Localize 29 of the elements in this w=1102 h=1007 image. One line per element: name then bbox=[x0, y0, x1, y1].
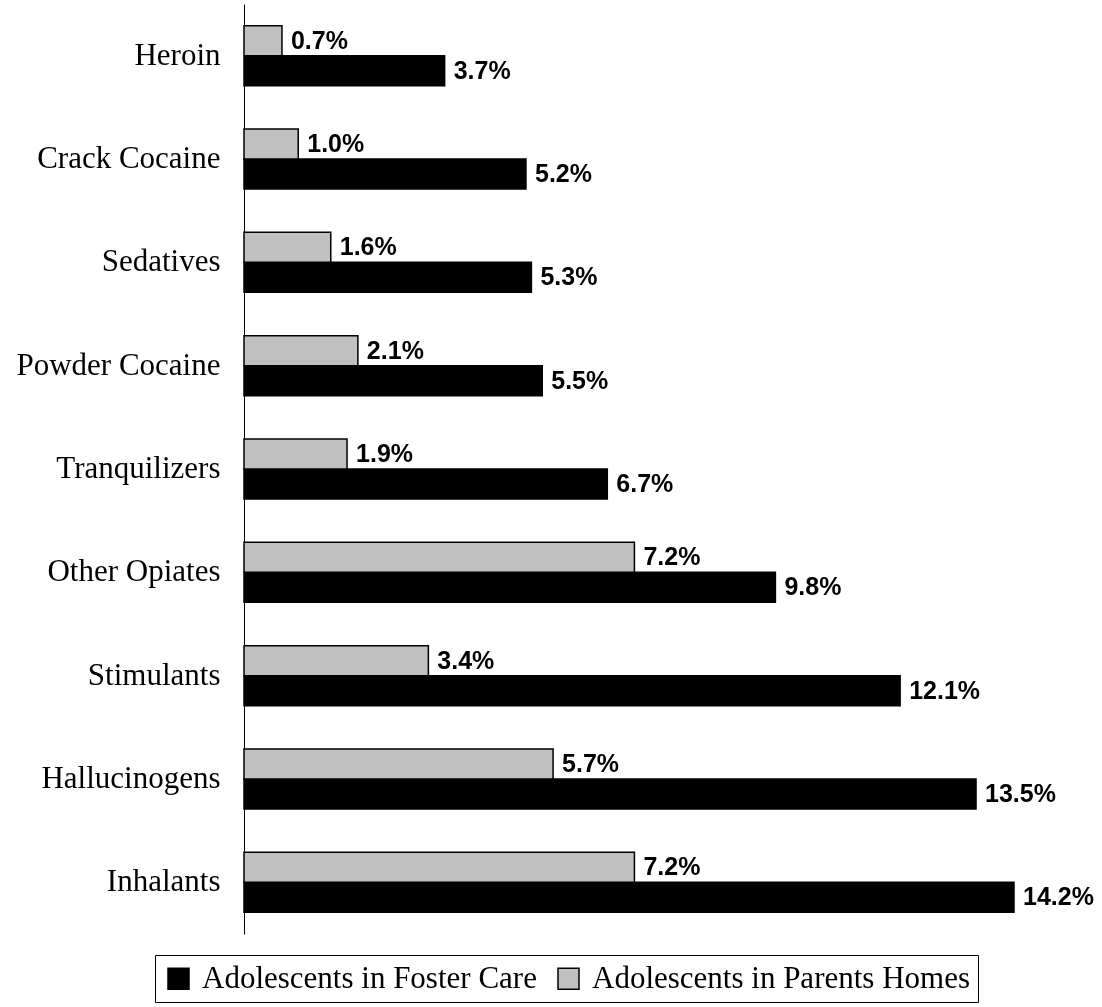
data-label: 1.9% bbox=[356, 439, 414, 468]
data-label: 1.6% bbox=[339, 232, 397, 261]
y-tick-label: Sedatives bbox=[101, 243, 221, 279]
data-label: 5.2% bbox=[534, 158, 592, 187]
y-tick-label: Crack Cocaine bbox=[37, 140, 221, 175]
data-label: 9.8% bbox=[784, 572, 842, 601]
y-tick-label: Hallucinogens bbox=[41, 760, 221, 795]
data-label: 5.3% bbox=[540, 262, 598, 291]
y-tick-label: Tranquilizers bbox=[56, 450, 221, 485]
y-tick-label: Inhalants bbox=[106, 863, 221, 899]
data-label: 13.5% bbox=[985, 778, 1056, 807]
data-label: 1.0% bbox=[307, 129, 365, 158]
data-label: 3.4% bbox=[437, 645, 495, 674]
data-label: 5.5% bbox=[551, 365, 609, 394]
y-tick-label: Other Opiates bbox=[47, 553, 221, 589]
legend-label: Adolescents in Foster Care bbox=[202, 959, 537, 995]
legend-label: Adolescents in Parents Homes bbox=[592, 959, 970, 995]
y-tick-label: Stimulants bbox=[87, 656, 221, 692]
y-tick-label: Heroin bbox=[134, 36, 221, 72]
y-tick-label: Powder Cocaine bbox=[16, 346, 221, 382]
data-label: 12.1% bbox=[909, 675, 981, 704]
data-label: 0.7% bbox=[290, 25, 348, 54]
data-label: 6.7% bbox=[616, 468, 674, 497]
data-label: 5.7% bbox=[562, 749, 620, 778]
data-label: 7.2% bbox=[643, 852, 701, 881]
data-label: 3.7% bbox=[453, 55, 511, 84]
data-label: 14.2% bbox=[1023, 882, 1094, 911]
data-label: 2.1% bbox=[366, 335, 424, 364]
data-label: 7.2% bbox=[643, 542, 701, 571]
